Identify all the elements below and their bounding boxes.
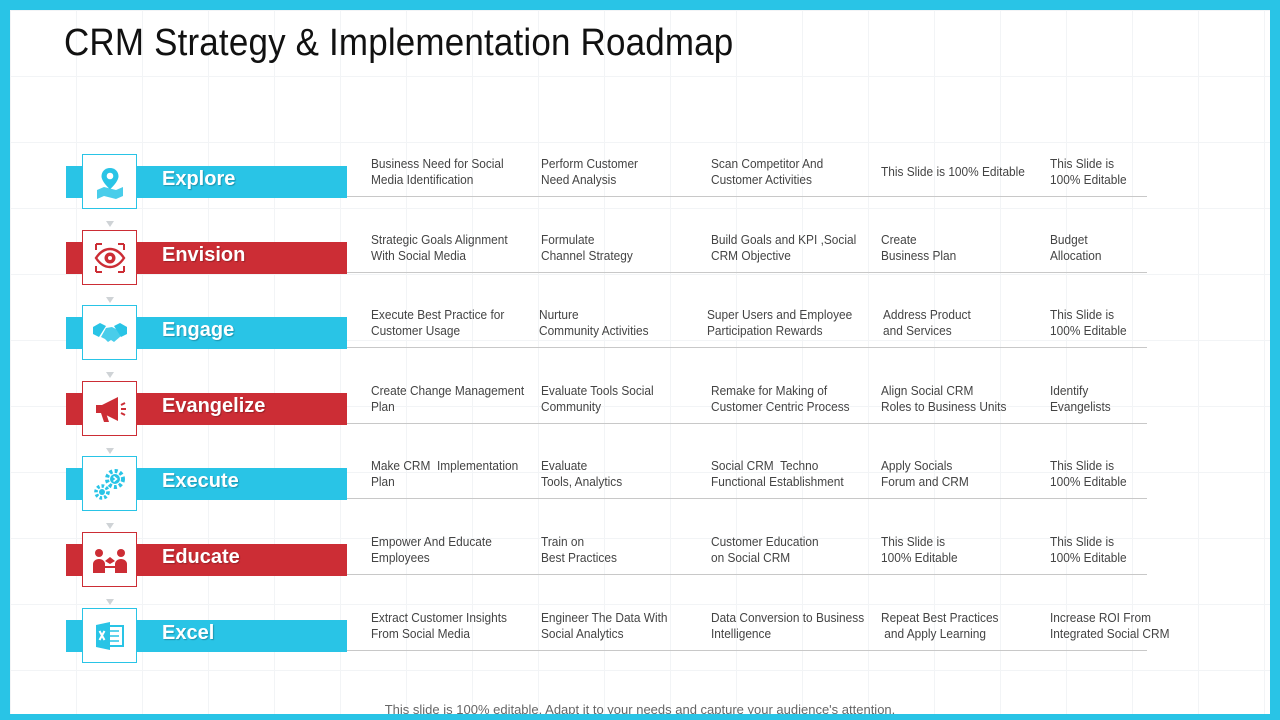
stage-step-text: Formulate Channel Strategy xyxy=(541,233,633,263)
stage-step-text: This Slide is 100% Editable xyxy=(1050,535,1127,565)
stage-step-text: Empower And Educate Employees xyxy=(371,535,492,565)
stage-step-text: This Slide is 100% Editable xyxy=(881,535,958,565)
stage-step-text: Make CRM Implementation Plan xyxy=(371,459,519,489)
stage-step-text: This Slide is 100% Editable xyxy=(1050,157,1127,187)
down-arrow-icon xyxy=(106,442,114,454)
stage-divider xyxy=(347,272,1147,273)
stage-educate: Educate Empower And Educate Employees Trai… xyxy=(10,530,1270,592)
stage-step-text: Align Social CRM Roles to Business Units xyxy=(881,384,1007,414)
handshake-icon xyxy=(82,305,137,360)
down-arrow-icon xyxy=(106,366,114,378)
stage-execute: Execute Make CRM Implementation Plan Evalu… xyxy=(10,454,1270,516)
stage-step-text: Engineer The Data With Social Analytics xyxy=(541,611,668,641)
stage-step-text: Customer Education on Social CRM xyxy=(711,535,819,565)
stage-step-text: Social CRM Techno Functional Establishme… xyxy=(711,459,844,489)
stage-step-text: Repeat Best Practices and Apply Learning xyxy=(881,611,999,641)
stage-divider xyxy=(347,347,1147,348)
excel-icon xyxy=(82,608,137,663)
stage-step-text: Address Product and Services xyxy=(883,308,971,338)
eye-target-icon xyxy=(82,230,137,285)
stage-step-text: This Slide is 100% Editable xyxy=(1050,459,1127,489)
stage-step-text: Create Business Plan xyxy=(881,233,957,263)
gears-icon xyxy=(82,456,137,511)
stage-envision: Envision Strategic Goals Alignment With S… xyxy=(10,228,1270,290)
stage-label: Engage xyxy=(162,319,235,341)
slide: CRM Strategy & Implementation Roadmap Ex… xyxy=(10,10,1270,714)
stage-step-text: Perform Customer Need Analysis xyxy=(541,157,639,187)
stage-excel: Excel Extract Customer Insights From Soci… xyxy=(10,606,1270,668)
down-arrow-icon xyxy=(106,291,114,303)
stage-divider xyxy=(347,196,1147,197)
stage-divider xyxy=(347,423,1147,424)
stage-step-text: Remake for Making of Customer Centric Pr… xyxy=(711,384,850,414)
stage-label: Excel xyxy=(162,622,215,644)
stage-divider xyxy=(347,650,1147,651)
location-pin-icon xyxy=(82,154,137,209)
megaphone-icon xyxy=(82,381,137,436)
stage-label: Execute xyxy=(162,470,239,492)
stage-step-text: Super Users and Employee Participation R… xyxy=(707,308,853,338)
stage-step-text: Create Change Management Plan xyxy=(371,384,525,414)
down-arrow-icon xyxy=(106,215,114,227)
stage-step-text: Nurture Community Activities xyxy=(539,308,649,338)
stage-evangelize: Evangelize Create Change Management Plan E… xyxy=(10,379,1270,441)
stage-step-text: Train on Best Practices xyxy=(541,535,617,565)
down-arrow-icon xyxy=(106,517,114,529)
stage-divider xyxy=(347,498,1147,499)
stage-step-text: Increase ROI From Integrated Social CRM xyxy=(1050,611,1170,641)
stage-step-text: Apply Socials Forum and CRM xyxy=(881,459,969,489)
stage-step-text: This Slide is 100% Editable xyxy=(881,165,1025,179)
stage-engage: Engage Execute Best Practice for Customer… xyxy=(10,303,1270,365)
stage-step-text: Business Need for Social Media Identific… xyxy=(371,157,504,187)
stage-label: Educate xyxy=(162,546,240,568)
stage-step-text: This Slide is 100% Editable xyxy=(1050,308,1127,338)
stage-explore: Explore Business Need for Social Media Id… xyxy=(10,152,1270,214)
stage-label: Evangelize xyxy=(162,395,266,417)
stage-step-text: Build Goals and KPI ,Social CRM Objectiv… xyxy=(711,233,857,263)
stage-step-text: Extract Customer Insights From Social Me… xyxy=(371,611,507,641)
stage-step-text: Identify Evangelists xyxy=(1050,384,1111,414)
page-title: CRM Strategy & Implementation Roadmap xyxy=(64,22,734,64)
stage-step-text: Data Conversion to Business Intelligence xyxy=(711,611,865,641)
down-arrow-icon xyxy=(106,593,114,605)
stage-step-text: Scan Competitor And Customer Activities xyxy=(711,157,824,187)
stage-step-text: Strategic Goals Alignment With Social Me… xyxy=(371,233,508,263)
teacher-students-icon xyxy=(82,532,137,587)
stage-step-text: Evaluate Tools, Analytics xyxy=(541,459,623,489)
footer-note: This slide is 100% editable. Adapt it to… xyxy=(384,702,896,714)
stage-label: Envision xyxy=(162,244,246,266)
stage-label: Explore xyxy=(162,168,236,190)
stage-step-text: Budget Allocation xyxy=(1050,233,1102,263)
stage-step-text: Evaluate Tools Social Community xyxy=(541,384,654,414)
stage-divider xyxy=(347,574,1147,575)
stage-step-text: Execute Best Practice for Customer Usage xyxy=(371,308,505,338)
